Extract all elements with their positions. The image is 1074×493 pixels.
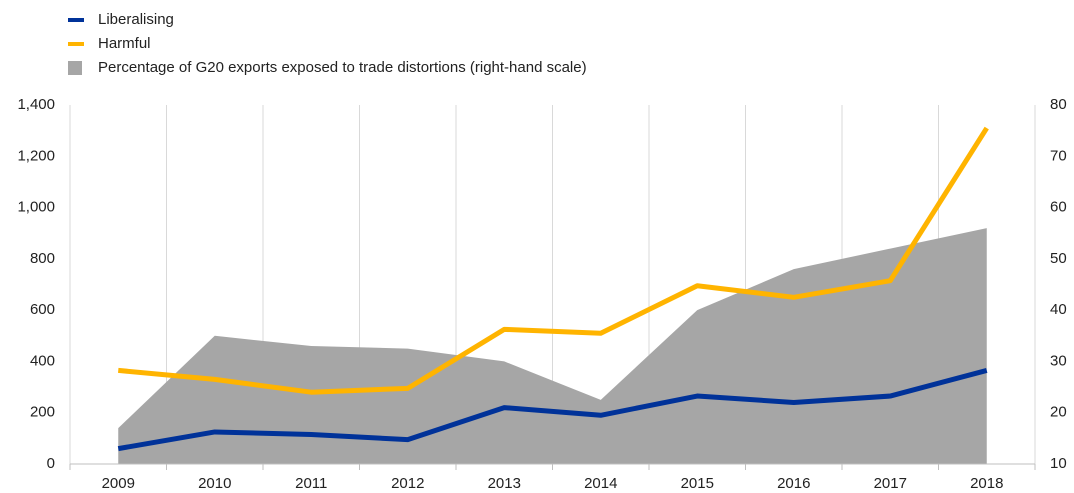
y-tick-label: 600 bbox=[30, 301, 55, 318]
y-tick-label: 1,400 bbox=[17, 96, 55, 113]
y2-tick-label: 30 bbox=[1050, 352, 1067, 369]
y-tick-label: 200 bbox=[30, 404, 55, 421]
line bbox=[117, 367, 988, 452]
y-tick-label: 1,200 bbox=[17, 147, 55, 164]
x-tick-label: 2017 bbox=[874, 475, 907, 492]
legend-swatch bbox=[68, 61, 82, 75]
y2-tick-label: 40 bbox=[1050, 301, 1067, 318]
area bbox=[118, 228, 987, 464]
x-tick-label: 2014 bbox=[584, 475, 617, 492]
x-tick-label: 2013 bbox=[488, 475, 521, 492]
x-tick-label: 2015 bbox=[681, 475, 714, 492]
y2-tick-label: 20 bbox=[1050, 404, 1067, 421]
x-tick-label: 2016 bbox=[777, 475, 810, 492]
line bbox=[118, 126, 989, 395]
x-tick-label: 2009 bbox=[102, 475, 135, 492]
y-tick-label: 400 bbox=[30, 352, 55, 369]
legend-label: Percentage of G20 exports exposed to tra… bbox=[98, 59, 587, 76]
x-tick-label: 2018 bbox=[970, 475, 1003, 492]
x-tick-label: 2011 bbox=[295, 475, 327, 492]
y-tick-label: 800 bbox=[30, 250, 55, 267]
x-tick-label: 2012 bbox=[391, 475, 424, 492]
y2-tick-label: 60 bbox=[1050, 199, 1067, 216]
y2-tick-label: 50 bbox=[1050, 250, 1067, 267]
x-tick-label: 2010 bbox=[198, 475, 231, 492]
y2-tick-label: 80 bbox=[1050, 96, 1067, 113]
y-tick-label: 1,000 bbox=[17, 199, 55, 216]
legend-label: Liberalising bbox=[98, 11, 174, 28]
y-tick-label: 0 bbox=[47, 455, 55, 472]
y2-tick-label: 70 bbox=[1050, 147, 1067, 164]
y2-tick-label: 10 bbox=[1050, 455, 1067, 472]
legend-label: Harmful bbox=[98, 35, 151, 52]
